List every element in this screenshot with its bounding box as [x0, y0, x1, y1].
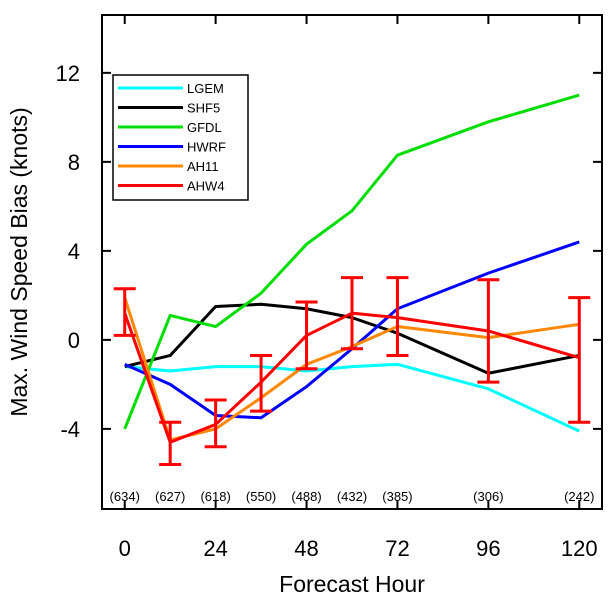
series-line-hwrf	[124, 240, 580, 420]
error-bar	[159, 420, 182, 466]
x-tick-label: 72	[385, 536, 409, 561]
legend-label-hwrf: HWRF	[187, 140, 226, 155]
plot-frame	[101, 14, 603, 510]
error-bar	[386, 276, 409, 357]
error-bar	[568, 296, 591, 424]
error-bars	[113, 276, 591, 466]
sample-count-label: (618)	[200, 489, 230, 504]
legend: LGEM SHF5 GFDL HWRF AH11 AHW4	[112, 74, 249, 201]
y-axis-title: Max. Wind Speed Bias (knots)	[6, 107, 32, 416]
series-line-lgem	[124, 362, 580, 433]
y-tick-label: 12	[56, 61, 80, 86]
y-tick-label: -4	[60, 417, 80, 442]
legend-label-shf5: SHF5	[187, 101, 220, 116]
y-tick-label: 0	[68, 328, 80, 353]
sample-count-label: (627)	[155, 489, 185, 504]
sample-count-label: (306)	[473, 489, 503, 504]
x-tick-label: 24	[203, 536, 227, 561]
sample-counts: (634) (627) (618) (550) (488) (432) (385) (306)…	[110, 489, 595, 504]
sample-count-label: (550)	[246, 489, 276, 504]
legend-label-gfdl: GFDL	[187, 120, 222, 135]
legend-label-lgem: LGEM	[187, 81, 224, 96]
error-bar	[113, 287, 136, 337]
x-tick-label: 0	[119, 536, 131, 561]
x-tick-label: 96	[476, 536, 500, 561]
sample-count-label: (488)	[291, 489, 321, 504]
legend-label-ahw4: AHW4	[187, 179, 225, 194]
y-tick-label: 8	[68, 150, 80, 175]
error-bar	[295, 300, 318, 371]
legend-box	[112, 74, 249, 201]
error-bar	[204, 398, 227, 449]
x-axis-title: Forecast Hour	[279, 571, 425, 597]
error-bar	[341, 276, 363, 351]
x-tick-label: 48	[294, 536, 318, 561]
legend-label-ah11: AH11	[187, 159, 219, 174]
sample-count-label: (432)	[337, 489, 367, 504]
sample-count-label: (385)	[382, 489, 412, 504]
error-bar	[250, 353, 273, 413]
x-tick-label: 120	[561, 536, 598, 561]
error-bar	[477, 278, 500, 384]
sample-count-label: (242)	[564, 489, 594, 504]
y-tick-label: 4	[68, 239, 80, 264]
series-line-gfdl	[123, 93, 580, 430]
sample-count-label: (634)	[110, 489, 140, 504]
